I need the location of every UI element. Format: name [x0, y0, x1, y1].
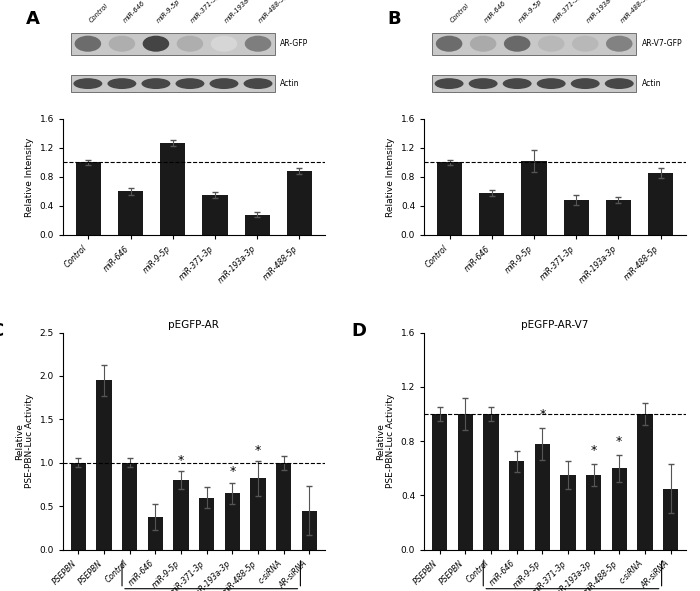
Ellipse shape — [537, 78, 566, 89]
Text: *: * — [616, 435, 622, 448]
Text: *: * — [539, 408, 545, 421]
Ellipse shape — [108, 35, 135, 52]
Bar — [202, 195, 228, 235]
Ellipse shape — [74, 78, 102, 89]
Bar — [509, 462, 524, 550]
Ellipse shape — [469, 78, 498, 89]
FancyBboxPatch shape — [432, 33, 636, 55]
Text: Control: Control — [449, 2, 470, 24]
Text: miR-371-3p: miR-371-3p — [551, 0, 583, 24]
Ellipse shape — [605, 78, 634, 89]
Text: Actin: Actin — [641, 79, 661, 88]
Ellipse shape — [470, 35, 496, 52]
Bar — [564, 200, 589, 235]
Bar — [76, 163, 101, 235]
Bar — [560, 475, 575, 550]
Bar — [174, 480, 189, 550]
Text: miR-9-5p: miR-9-5p — [156, 0, 182, 24]
Y-axis label: Relative
PSE-PBN-Luc Activity: Relative PSE-PBN-Luc Activity — [15, 394, 34, 488]
Text: D: D — [351, 322, 366, 340]
Text: *: * — [178, 454, 184, 467]
Text: Control: Control — [88, 2, 109, 24]
Ellipse shape — [606, 35, 633, 52]
Ellipse shape — [436, 35, 463, 52]
Bar — [648, 173, 673, 235]
Ellipse shape — [244, 78, 272, 89]
Bar — [160, 143, 186, 235]
Bar — [287, 171, 312, 235]
Text: *: * — [591, 444, 596, 457]
Bar — [251, 479, 266, 550]
Text: *: * — [255, 444, 261, 457]
Text: *: * — [230, 466, 235, 479]
Text: miR-371-3p: miR-371-3p — [190, 0, 222, 24]
Bar — [479, 193, 505, 235]
Bar — [122, 463, 137, 550]
Ellipse shape — [209, 78, 239, 89]
Y-axis label: Relative Intensity: Relative Intensity — [25, 137, 34, 216]
Bar — [522, 161, 547, 235]
Bar — [118, 191, 144, 235]
Ellipse shape — [75, 35, 101, 52]
Ellipse shape — [435, 78, 463, 89]
Ellipse shape — [503, 78, 531, 89]
Ellipse shape — [572, 35, 598, 52]
Bar — [199, 498, 214, 550]
FancyBboxPatch shape — [71, 33, 275, 55]
Ellipse shape — [143, 35, 169, 52]
Bar — [458, 414, 473, 550]
Text: miR-646: miR-646 — [122, 0, 146, 24]
Text: Actin: Actin — [280, 79, 300, 88]
Bar — [663, 489, 678, 550]
Bar — [437, 163, 462, 235]
Bar — [637, 414, 652, 550]
Text: A: A — [27, 10, 40, 28]
Ellipse shape — [176, 35, 203, 52]
Bar — [97, 380, 112, 550]
Bar — [276, 463, 291, 550]
Text: miR-193a-3p: miR-193a-3p — [585, 0, 620, 24]
Bar — [535, 444, 550, 550]
Bar — [606, 200, 631, 235]
Bar — [71, 463, 86, 550]
Text: miR-646: miR-646 — [483, 0, 507, 24]
Ellipse shape — [570, 78, 600, 89]
Bar — [612, 468, 627, 550]
Text: miR-488-5p: miR-488-5p — [620, 0, 651, 24]
Bar — [483, 414, 498, 550]
Bar — [225, 493, 240, 550]
Title: pEGFP-AR: pEGFP-AR — [169, 320, 219, 330]
Text: AR-V7-GFP: AR-V7-GFP — [641, 39, 682, 48]
Ellipse shape — [176, 78, 204, 89]
Text: miR-488-5p: miR-488-5p — [258, 0, 290, 24]
Bar — [432, 414, 447, 550]
FancyBboxPatch shape — [71, 75, 275, 92]
Ellipse shape — [504, 35, 531, 52]
Title: pEGFP-AR-V7: pEGFP-AR-V7 — [522, 320, 589, 330]
Ellipse shape — [245, 35, 272, 52]
Text: B: B — [388, 10, 401, 28]
FancyBboxPatch shape — [432, 75, 636, 92]
Ellipse shape — [107, 78, 136, 89]
Text: miR-9-5p: miR-9-5p — [517, 0, 543, 24]
Text: AR-GFP: AR-GFP — [280, 39, 309, 48]
Bar — [586, 475, 601, 550]
Y-axis label: Relative Intensity: Relative Intensity — [386, 137, 395, 216]
Text: miR-193a-3p: miR-193a-3p — [224, 0, 258, 24]
Ellipse shape — [211, 35, 237, 52]
Y-axis label: Relative
PSE-PBN-Luc Activity: Relative PSE-PBN-Luc Activity — [376, 394, 396, 488]
Bar — [244, 215, 270, 235]
Bar — [302, 511, 317, 550]
Text: C: C — [0, 322, 3, 340]
Ellipse shape — [538, 35, 564, 52]
Ellipse shape — [141, 78, 170, 89]
Bar — [148, 517, 163, 550]
